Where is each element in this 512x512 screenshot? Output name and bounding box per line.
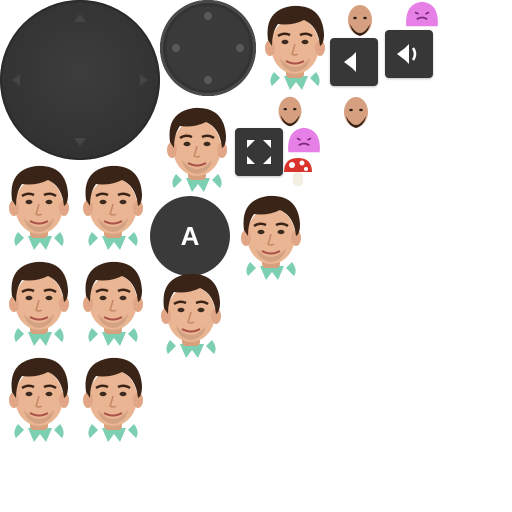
player-head xyxy=(76,256,150,348)
red-mushroom xyxy=(282,156,314,188)
speaker-on-icon xyxy=(397,44,417,64)
player-head xyxy=(76,160,150,252)
player-head xyxy=(154,268,228,360)
player-head xyxy=(76,352,150,444)
knob-dot-icon xyxy=(236,44,244,52)
pink-slime xyxy=(282,126,326,154)
arrow-down-icon xyxy=(74,138,86,146)
action-a-button[interactable]: A xyxy=(150,196,230,276)
player-head xyxy=(2,160,76,252)
player-head xyxy=(234,190,308,282)
fullscreen-button[interactable] xyxy=(235,128,283,176)
sound-off-button[interactable] xyxy=(330,38,378,86)
knob-dot-icon xyxy=(172,44,180,52)
knob-dot-icon xyxy=(204,12,212,20)
pink-slime xyxy=(400,0,444,28)
player-head xyxy=(160,102,234,194)
knob-dot-icon xyxy=(204,76,212,84)
arrow-up-icon xyxy=(74,14,86,22)
fullscreen-icon xyxy=(247,140,271,164)
speaker-muted-icon xyxy=(344,52,356,72)
player-head xyxy=(2,256,76,348)
arrow-right-icon xyxy=(140,74,148,86)
joystick-base[interactable] xyxy=(0,0,160,160)
joystick-knob[interactable] xyxy=(160,0,256,96)
bald-enemy-head xyxy=(338,0,382,42)
arrow-left-icon xyxy=(12,74,20,86)
bald-enemy-head xyxy=(334,92,378,134)
sound-on-button[interactable] xyxy=(385,30,433,78)
player-head xyxy=(258,0,332,92)
player-head xyxy=(2,352,76,444)
